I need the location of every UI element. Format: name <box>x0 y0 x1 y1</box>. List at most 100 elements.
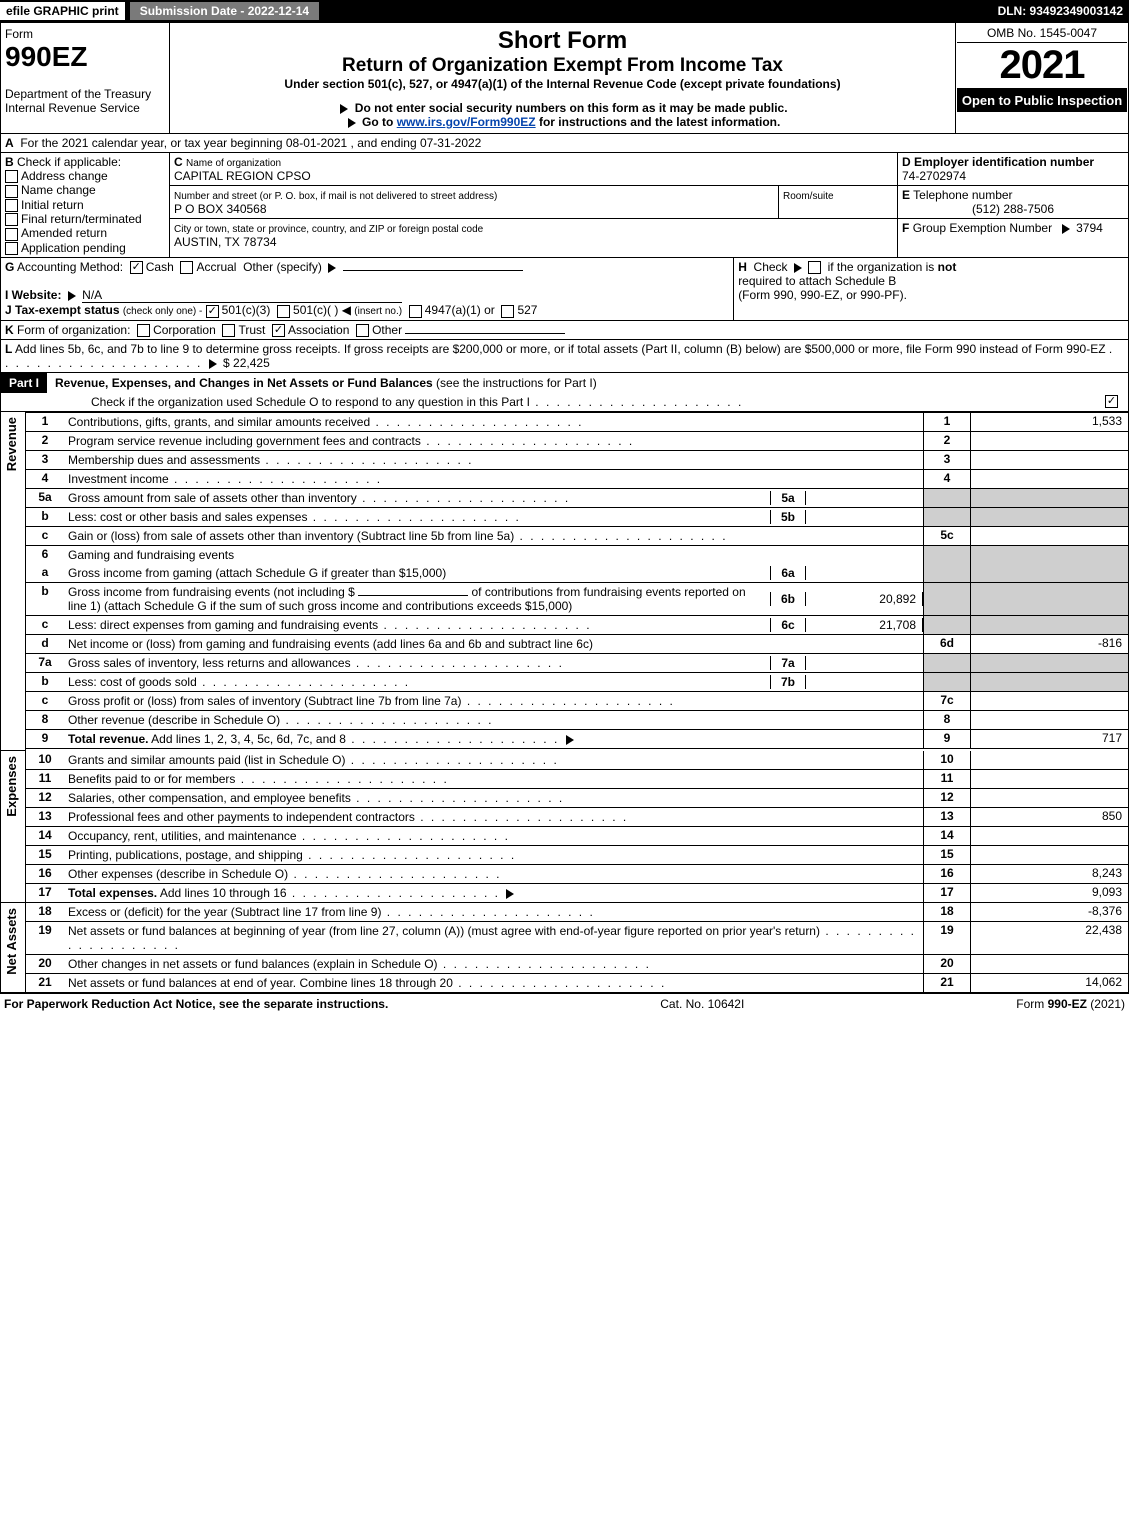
pending-checkbox[interactable] <box>5 242 18 255</box>
f-label: Group Exemption Number <box>913 221 1052 235</box>
k-o4: Other <box>372 323 402 337</box>
l21-val: 14,062 <box>971 973 1129 992</box>
final-checkbox[interactable] <box>5 213 18 226</box>
trust-checkbox[interactable] <box>222 324 235 337</box>
arrow-icon <box>348 118 356 128</box>
arrow-icon <box>209 359 217 369</box>
g-label: Accounting Method: <box>17 260 123 274</box>
amended-checkbox[interactable] <box>5 228 18 241</box>
tax-year: 2021 <box>957 43 1127 89</box>
j-o1: 501(c)(3) <box>222 303 271 317</box>
org-city: AUSTIN, TX 78734 <box>174 235 277 249</box>
l12-val <box>971 788 1129 807</box>
l5a-desc: Gross amount from sale of assets other t… <box>68 491 357 505</box>
l5a-sn: 5a <box>770 491 806 505</box>
opt-addr: Address change <box>21 169 108 183</box>
room-label: Room/suite <box>783 191 834 202</box>
l6b-sv: 20,892 <box>806 592 923 606</box>
l6b-d1: Gross income from fundraising events (no… <box>68 585 355 599</box>
footer-cat: Cat. No. 10642I <box>660 997 744 1011</box>
form-code: 990EZ <box>5 41 165 73</box>
l3-num: 3 <box>924 450 971 469</box>
addr-change-checkbox[interactable] <box>5 170 18 183</box>
accrual-checkbox[interactable] <box>180 261 193 274</box>
irs-link[interactable]: www.irs.gov/Form990EZ <box>397 115 536 129</box>
l7a-desc: Gross sales of inventory, less returns a… <box>68 656 351 670</box>
arrow-icon <box>328 263 336 273</box>
4947-checkbox[interactable] <box>409 305 422 318</box>
l21-desc: Net assets or fund balances at end of ye… <box>68 976 453 990</box>
l9-d2: Add lines 1, 2, 3, 4, 5c, 6d, 7c, and 8 <box>148 732 345 746</box>
website: N/A <box>82 288 102 302</box>
h-not: not <box>938 260 957 274</box>
b-label: Check if applicable: <box>17 155 121 169</box>
schedule-o-checkbox[interactable] <box>1105 395 1118 408</box>
open-inspection: Open to Public Inspection <box>957 89 1127 112</box>
c-street-label: Number and street (or P. O. box, if mail… <box>174 191 497 202</box>
l17-desc: Total expenses. <box>68 886 157 900</box>
l6-desc: Gaming and fundraising events <box>68 548 234 562</box>
j-o3: 4947(a)(1) or <box>425 303 495 317</box>
l6d-desc: Net income or (loss) from gaming and fun… <box>68 637 593 651</box>
arrow-icon <box>794 263 802 273</box>
cash-checkbox[interactable] <box>130 261 143 274</box>
l19-num: 19 <box>924 921 971 954</box>
l19-desc: Net assets or fund balances at beginning… <box>68 924 820 938</box>
l6a-desc: Gross income from gaming (attach Schedul… <box>68 566 446 580</box>
expenses-side-label: Expenses <box>2 752 21 821</box>
footer-left: For Paperwork Reduction Act Notice, see … <box>4 997 388 1011</box>
l13-num: 13 <box>924 807 971 826</box>
l18-num: 18 <box>924 902 971 921</box>
l20-desc: Other changes in net assets or fund bala… <box>68 957 438 971</box>
arrow-icon <box>566 735 574 745</box>
i-label: Website: <box>12 288 62 302</box>
c-city-label: City or town, state or province, country… <box>174 224 483 235</box>
efile-label[interactable]: efile GRAPHIC print <box>0 2 125 20</box>
h-l2: required to attach Schedule B <box>738 274 896 288</box>
l15-val <box>971 845 1129 864</box>
j-ins: (insert no.) <box>354 306 402 317</box>
form-label: Form <box>5 27 165 41</box>
j-sub: (check only one) - <box>123 306 202 317</box>
l1-desc: Contributions, gifts, grants, and simila… <box>68 415 370 429</box>
l6c-sv: 21,708 <box>806 618 923 632</box>
l14-num: 14 <box>924 826 971 845</box>
501c3-checkbox[interactable] <box>206 305 219 318</box>
l5b-desc: Less: cost or other basis and sales expe… <box>68 510 307 524</box>
e-label: Telephone number <box>913 188 1012 202</box>
l3-desc: Membership dues and assessments <box>68 453 260 467</box>
opt-pending: Application pending <box>21 241 126 255</box>
501c-checkbox[interactable] <box>277 305 290 318</box>
initial-checkbox[interactable] <box>5 199 18 212</box>
other-checkbox[interactable] <box>356 324 369 337</box>
l13-desc: Professional fees and other payments to … <box>68 810 415 824</box>
l6b-sn: 6b <box>770 592 806 606</box>
l19-val: 22,438 <box>971 921 1129 954</box>
dln: DLN: 93492349003142 <box>992 2 1129 20</box>
opt-name: Name change <box>21 183 96 197</box>
l4-num: 4 <box>924 469 971 488</box>
l14-desc: Occupancy, rent, utilities, and maintena… <box>68 829 297 843</box>
corp-checkbox[interactable] <box>137 324 150 337</box>
l4-desc: Investment income <box>68 472 169 486</box>
arrow-icon <box>68 291 76 301</box>
opt-amended: Amended return <box>21 226 107 240</box>
group-exemption: 3794 <box>1076 221 1103 235</box>
l6d-num: 6d <box>924 634 971 653</box>
l6d-val: -816 <box>971 634 1129 653</box>
footer-r-pre: Form <box>1016 997 1047 1011</box>
assoc-checkbox[interactable] <box>272 324 285 337</box>
l21-num: 21 <box>924 973 971 992</box>
l11-desc: Benefits paid to or for members <box>68 772 235 786</box>
527-checkbox[interactable] <box>501 305 514 318</box>
name-change-checkbox[interactable] <box>5 185 18 198</box>
k-label: Form of organization: <box>17 323 130 337</box>
org-name: CAPITAL REGION CPSO <box>174 169 311 183</box>
l9-num: 9 <box>924 729 971 748</box>
h-checkbox[interactable] <box>808 261 821 274</box>
under-section: Under section 501(c), 527, or 4947(a)(1)… <box>178 77 947 91</box>
l17-num: 17 <box>924 883 971 902</box>
l5c-val <box>971 526 1129 545</box>
j-o2: 501(c)( <box>293 303 331 317</box>
j-o4: 527 <box>517 303 537 317</box>
